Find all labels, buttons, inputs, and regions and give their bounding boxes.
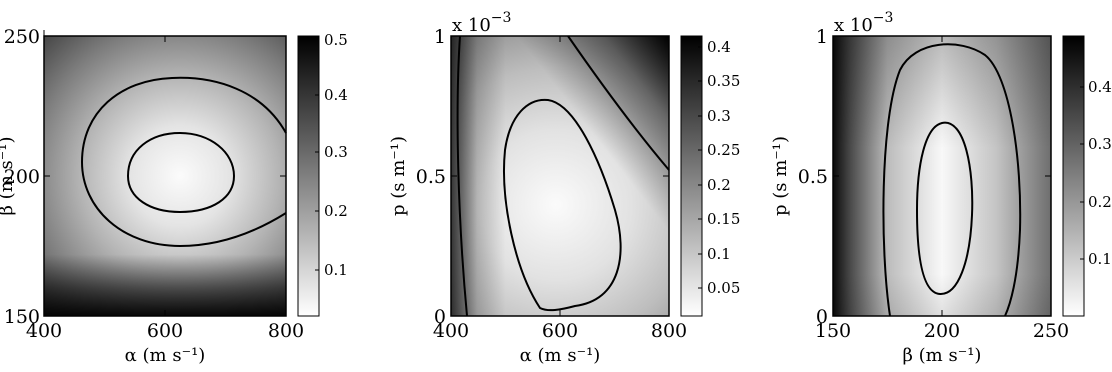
panel-2-ylabel: p (s m⁻¹) — [388, 136, 409, 216]
panel-1-heatmap-shade — [44, 36, 286, 316]
panel-2-ytick-0.5: 0.5 — [416, 166, 446, 188]
panel-3-exponent-power: −3 — [873, 10, 894, 26]
panel-1-xtick-600: 600 — [147, 320, 183, 342]
panel-3-colorbar-ticks — [1080, 86, 1084, 260]
panel-2-cb-0.05: 0.05 — [707, 279, 740, 297]
panel-2: 400 600 800 1 0.5 0 x 10−3 α (m s⁻¹) p (… — [388, 10, 740, 366]
panel-2-xtick-800: 800 — [651, 320, 687, 342]
panel-3-cb-0.1: 0.1 — [1088, 250, 1112, 268]
panel-3: 150 200 250 1 0.5 0 x 10−3 β (m s⁻¹) p (… — [770, 10, 1112, 366]
panel-1-cb-0.4: 0.4 — [324, 86, 348, 104]
panel-2-exponent: x 10−3 — [452, 10, 511, 36]
panel-3-xtick-250: 250 — [1033, 320, 1069, 342]
panel-2-cb-0.3: 0.3 — [707, 107, 731, 125]
panel-3-xtick-150: 150 — [815, 320, 851, 342]
panel-3-cb-0.2: 0.2 — [1088, 193, 1112, 211]
panel-2-contour-inner — [503, 98, 622, 312]
panel-2-cb-0.25: 0.25 — [707, 141, 740, 159]
panel-1: 400 600 800 250 200 150 α (m s⁻¹) β (m s… — [0, 26, 348, 366]
panel-3-ylabel: p (s m⁻¹) — [770, 136, 791, 216]
panel-1-xtick-800: 800 — [268, 320, 304, 342]
panel-2-exponent-power: −3 — [491, 10, 512, 26]
panel-1-ytick-150: 150 — [4, 306, 40, 328]
panel-2-cb-0.35: 0.35 — [707, 72, 740, 90]
panel-2-cb-0.15: 0.15 — [707, 210, 740, 228]
panel-1-cb-0.1: 0.1 — [324, 261, 348, 279]
panel-3-ytick-1: 1 — [816, 26, 828, 48]
panel-3-ticks — [833, 36, 1051, 316]
panel-2-xtick-600: 600 — [542, 320, 578, 342]
panel-2-colorbar — [680, 35, 703, 317]
panel-1-xtick-400: 400 — [26, 320, 62, 342]
panel-3-ytick-0: 0 — [816, 306, 828, 328]
panel-3-heatmap-shade — [833, 36, 1051, 316]
panel-1-cb-0.5: 0.5 — [324, 31, 348, 49]
panel-3-exponent: x 10−3 — [834, 10, 893, 36]
panel-2-cb-0.1: 0.1 — [707, 245, 731, 263]
panel-2-xlabel: α (m s⁻¹) — [520, 345, 601, 366]
panel-2-cb-0.4: 0.4 — [707, 38, 731, 56]
panel-1-ticks — [43, 30, 286, 316]
panel-1-xlabel: α (m s⁻¹) — [125, 345, 206, 366]
panel-2-exponent-base: x 10 — [452, 15, 491, 36]
panel-2-colorbar-ticks — [698, 46, 702, 289]
panel-1-colorbar — [297, 35, 320, 317]
panel-1-contour-outer — [80, 76, 287, 248]
panel-1-cb-0.3: 0.3 — [324, 143, 348, 161]
panel-2-heatmap-left-shade — [451, 36, 669, 316]
panel-3-xlabel: β (m s⁻¹) — [903, 345, 982, 366]
panel-1-contour-inner — [126, 131, 236, 214]
panel-2-xtick-400: 400 — [433, 320, 469, 342]
panel-2-cb-0.2: 0.2 — [707, 176, 731, 194]
panel-3-ytick-0.5: 0.5 — [798, 166, 828, 188]
panel-2-ticks — [451, 36, 669, 316]
panel-1-ylabel: β (m s⁻¹) — [0, 137, 17, 216]
panel-3-contour-outer — [882, 43, 1022, 317]
panel-3-xtick-200: 200 — [924, 320, 960, 342]
panel-2-ytick-0: 0 — [434, 306, 446, 328]
panel-1-ytick-200: 200 — [4, 166, 40, 188]
panel-2-contour-left — [456, 35, 468, 317]
panel-3-cb-0.3: 0.3 — [1088, 135, 1112, 153]
panel-3-contour-inner — [915, 121, 974, 296]
panel-3-exponent-base: x 10 — [834, 15, 873, 36]
panel-1-colorbar-ticks — [315, 35, 319, 271]
panel-2-ytick-1: 1 — [434, 26, 446, 48]
panel-3-colorbar — [1062, 35, 1085, 317]
panel-1-ytick-250: 250 — [4, 26, 40, 48]
panel-2-contour-right — [567, 35, 670, 171]
panel-1-cb-0.2: 0.2 — [324, 202, 348, 220]
panel-3-cb-0.4: 0.4 — [1088, 78, 1112, 96]
